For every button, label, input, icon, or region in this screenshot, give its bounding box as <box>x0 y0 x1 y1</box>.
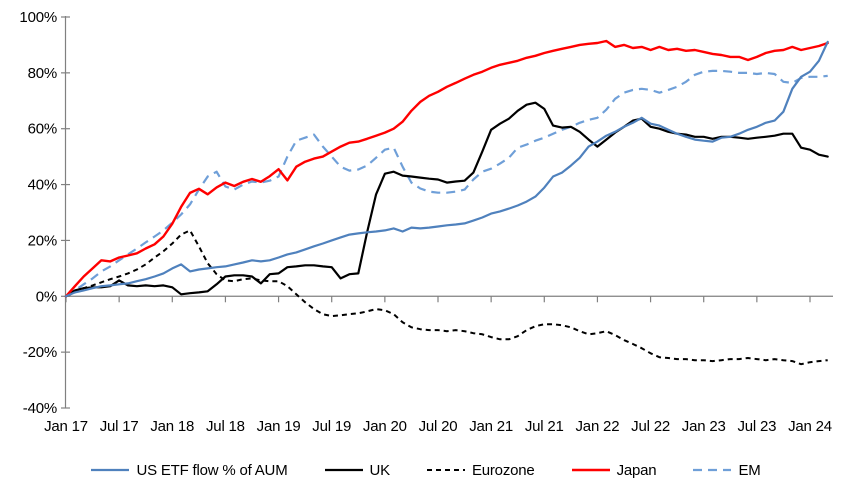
x-axis-tick-label: Jan 21 <box>469 418 513 435</box>
legend-item-us-etf-flow-of-aum: US ETF flow % of AUM <box>91 461 288 479</box>
plot-area: -40% -20% 0% 20% 40% 60% 80% 100% Jan 17 Jul 17 Ja… <box>19 9 833 435</box>
x-axis-tick-label: Jan 23 <box>682 418 726 435</box>
legend-item-uk: UK <box>324 461 391 479</box>
y-axis-tick-label: 80% <box>28 65 57 82</box>
legend-item-em: EM <box>693 461 761 479</box>
x-axis-tick-label: Jul 20 <box>419 418 458 435</box>
x-axis-tick-label: Jan 20 <box>363 418 407 435</box>
legend-label-japan: Japan <box>616 461 657 479</box>
y-axis-tick-label: 100% <box>19 9 57 26</box>
legend-swatch-uk <box>324 468 363 472</box>
legend-item-japan: Japan <box>571 461 657 479</box>
legend-item-eurozone: Eurozone <box>426 461 535 479</box>
series-line-japan <box>64 39 829 298</box>
x-axis-tick-label: Jul 17 <box>100 418 139 435</box>
x-axis-tick-label: Jul 19 <box>312 418 351 435</box>
x-axis-tick-label: Jan 17 <box>44 418 88 435</box>
y-axis-tick-label: 0% <box>36 288 57 305</box>
series-line-us-etf-flow-of-aum <box>64 40 829 298</box>
legend-swatch-us-etf-flow-of-aum <box>91 468 130 472</box>
y-axis-tick-label: 20% <box>28 232 57 249</box>
legend-swatch-em <box>693 468 732 472</box>
legend-label-uk: UK <box>369 461 391 479</box>
legend-label-us-etf-flow-of-aum: US ETF flow % of AUM <box>136 461 288 479</box>
x-axis-tick-label: Jan 24 <box>788 418 832 435</box>
chart-legend: US ETF flow % of AUM UK Eurozone Japan EM <box>0 454 852 486</box>
y-axis-tick-label: 40% <box>28 177 57 194</box>
series-line-uk <box>64 101 829 298</box>
y-axis-tick-label: -20% <box>23 344 57 361</box>
legend-swatch-eurozone <box>426 469 465 471</box>
legend-swatch-japan <box>571 468 610 472</box>
series-line-em <box>65 69 828 298</box>
y-axis-tick-label: -40% <box>23 400 57 417</box>
x-axis-tick-label: Jul 21 <box>525 418 564 435</box>
x-axis-tick-label: Jul 23 <box>737 418 776 435</box>
series-line-eurozone <box>65 229 828 366</box>
x-axis-tick-label: Jul 22 <box>631 418 670 435</box>
x-axis-tick-label: Jan 19 <box>257 418 301 435</box>
x-axis-tick-label: Jan 22 <box>576 418 620 435</box>
legend-label-em: EM <box>738 461 761 479</box>
legend-label-eurozone: Eurozone <box>471 461 535 479</box>
x-axis-tick-label: Jul 18 <box>206 418 245 435</box>
x-axis-tick-label: Jan 18 <box>150 418 194 435</box>
y-axis-tick-label: 60% <box>28 121 57 138</box>
